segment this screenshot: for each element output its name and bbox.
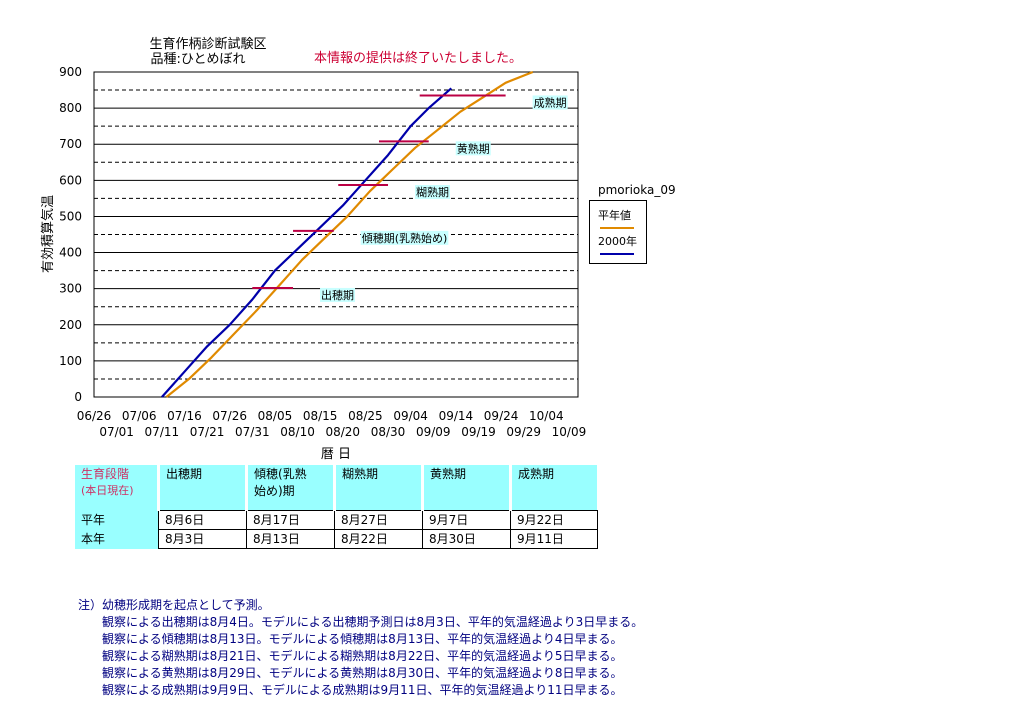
- x-tick-label: 09/14: [439, 409, 474, 423]
- x-tick-label: 10/09: [552, 425, 587, 439]
- series-line-normal-year: [165, 70, 534, 398]
- x-tick-label: 07/06: [122, 409, 157, 423]
- stage-label-bg: [320, 287, 356, 302]
- y-tick-label: 100: [59, 354, 82, 368]
- series-line-2000: [161, 87, 453, 398]
- note-line: 注）幼穂形成期を起点として予測。: [78, 598, 270, 612]
- legend-swatch-normal: [600, 227, 634, 229]
- x-tick-label: 07/11: [145, 425, 180, 439]
- x-tick-label: 07/21: [190, 425, 225, 439]
- x-axis-label: 暦 日: [321, 447, 351, 462]
- stage-marker-label: 黄熟期: [457, 141, 490, 155]
- x-tick-label: 09/09: [416, 425, 451, 439]
- chart-title-line1: 生育作柄診断試験区: [149, 37, 267, 52]
- legend-swatch-2000: [600, 253, 634, 255]
- stage-table-header-label: 生育段階 (本日現在): [75, 465, 159, 511]
- stage-name: 糊熟期: [342, 467, 379, 481]
- site-label: pmorioka_09: [598, 183, 676, 197]
- note-line: 観察による傾穂期は8月13日。モデルによる傾穂期は8月13日、平年的気温経過より…: [78, 632, 623, 646]
- stage-table-header-row: 生育段階 (本日現在) 出穂期 傾穂(乳熟始め)期 糊熟期 黄熟期 成熟期: [75, 465, 597, 511]
- stage-marker-label: 出穂期: [321, 288, 354, 302]
- note-line: 観察による出穂期は8月4日。モデルによる出穂期予測日は8月3日、平年的気温経過よ…: [78, 615, 644, 629]
- x-tick-label: 07/16: [167, 409, 202, 423]
- table-cell: 8月13日: [246, 529, 335, 549]
- stage-label-bg: [532, 95, 568, 110]
- table-cell: 8月17日: [246, 510, 335, 530]
- x-tick-label: 09/19: [461, 425, 496, 439]
- legend-label-2000: 2000年: [598, 235, 637, 248]
- x-tick-label: 07/01: [99, 425, 134, 439]
- y-tick-label: 300: [59, 282, 82, 296]
- y-axis-ticks: 0 100 200 300 400 500 600 700 800 900: [59, 65, 82, 404]
- y-tick-label: 600: [59, 173, 82, 187]
- table-cell: 8月3日: [158, 529, 247, 549]
- y-tick-label: 900: [59, 65, 82, 79]
- table-row-normal-year: 平年 8月6日 8月17日 8月27日 9月7日 9月22日: [75, 510, 598, 530]
- growth-stage-table: 生育段階 (本日現在) 出穂期 傾穂(乳熟始め)期 糊熟期 黄熟期 成熟期 平年…: [75, 465, 598, 549]
- stage-name-2: 始め)期: [254, 484, 295, 498]
- notes-block: 注）幼穂形成期を起点として予測。 観察による出穂期は8月4日。モデルによる出穂期…: [78, 597, 643, 699]
- stage-heading-mature: 成熟期: [509, 465, 597, 511]
- stage-marker-label: 傾穂期(乳熟始め): [362, 231, 448, 245]
- header-label-line2: (本日現在): [81, 484, 134, 497]
- table-cell: 9月22日: [510, 510, 598, 530]
- table-cell: 8月30日: [422, 529, 511, 549]
- x-tick-label: 06/26: [77, 409, 112, 423]
- x-tick-label: 08/05: [258, 409, 293, 423]
- x-tick-label: 08/30: [371, 425, 406, 439]
- table-cell: 8月6日: [158, 510, 247, 530]
- x-tick-label: 10/04: [529, 409, 564, 423]
- stage-label-bg: [455, 141, 491, 156]
- stage-name: 出穂期: [166, 467, 203, 481]
- y-tick-label: 400: [59, 246, 82, 260]
- row-label: 平年: [75, 510, 159, 530]
- note-line: 観察による黄熟期は8月29日、モデルによる黄熟期は8月30日、平年的気温経過より…: [78, 666, 623, 680]
- x-axis-ticks: 06/26 07/06 07/16 07/26 08/05 08/15 08/25 09/04…: [77, 409, 587, 439]
- note-line: 観察による成熟期は9月9日、モデルによる成熟期は9月11日、平年的気温経過より1…: [78, 683, 623, 697]
- x-tick-label: 09/29: [506, 425, 541, 439]
- x-tick-label: 08/15: [303, 409, 338, 423]
- stage-name: 黄熟期: [430, 467, 467, 481]
- table-cell: 8月22日: [334, 529, 423, 549]
- note-line: 観察による糊熟期は8月21日、モデルによる糊熟期は8月22日、平年的気温経過より…: [78, 649, 623, 663]
- y-tick-label: 700: [59, 137, 82, 151]
- table-cell: 8月27日: [334, 510, 423, 530]
- y-tick-label: 0: [74, 390, 82, 404]
- y-tick-label: 500: [59, 209, 82, 223]
- x-tick-label: 07/26: [212, 409, 247, 423]
- end-of-service-notice: 本情報の提供は終了いたしました。: [314, 51, 523, 66]
- stage-name: 成熟期: [518, 467, 555, 481]
- y-tick-label: 800: [59, 101, 82, 115]
- stage-labels: 出穂期 傾穂期(乳熟始め) 糊熟期 黄熟期 成熟期: [320, 95, 568, 302]
- header-label-line1: 生育段階: [81, 467, 130, 481]
- row-label: 本年: [75, 529, 159, 549]
- stage-markers: [252, 94, 506, 289]
- chart-title-line2: 品種:ひとめぼれ: [150, 52, 246, 67]
- legend: 平年値 2000年: [589, 200, 647, 264]
- x-tick-label: 09/24: [484, 409, 519, 423]
- stage-marker-label: 成熟期: [534, 95, 567, 109]
- x-tick-label: 08/10: [280, 425, 315, 439]
- stage-label-bg: [415, 185, 451, 200]
- x-tick-label: 08/20: [325, 425, 360, 439]
- table-cell: 9月11日: [510, 529, 598, 549]
- stage-heading-tilting: 傾穂(乳熟始め)期: [245, 465, 335, 511]
- table-cell: 9月7日: [422, 510, 511, 530]
- y-tick-label: 200: [59, 318, 82, 332]
- x-tick-label: 08/25: [348, 409, 383, 423]
- stage-label-bg: [360, 230, 449, 245]
- legend-label-normal: 平年値: [598, 209, 631, 222]
- stage-heading-dough: 糊熟期: [333, 465, 423, 511]
- x-tick-label: 07/31: [235, 425, 270, 439]
- series-lines: [161, 70, 534, 398]
- stage-marker-label: 糊熟期: [416, 185, 449, 199]
- stage-name: 傾穂(乳熟: [254, 467, 307, 481]
- x-tick-label: 09/04: [393, 409, 428, 423]
- stage-heading-heading: 出穂期: [157, 465, 247, 511]
- stage-heading-yellow: 黄熟期: [421, 465, 511, 511]
- y-axis-label: 有効積算気温: [40, 195, 56, 273]
- table-row-this-year: 本年 8月3日 8月13日 8月22日 8月30日 9月11日: [75, 529, 598, 549]
